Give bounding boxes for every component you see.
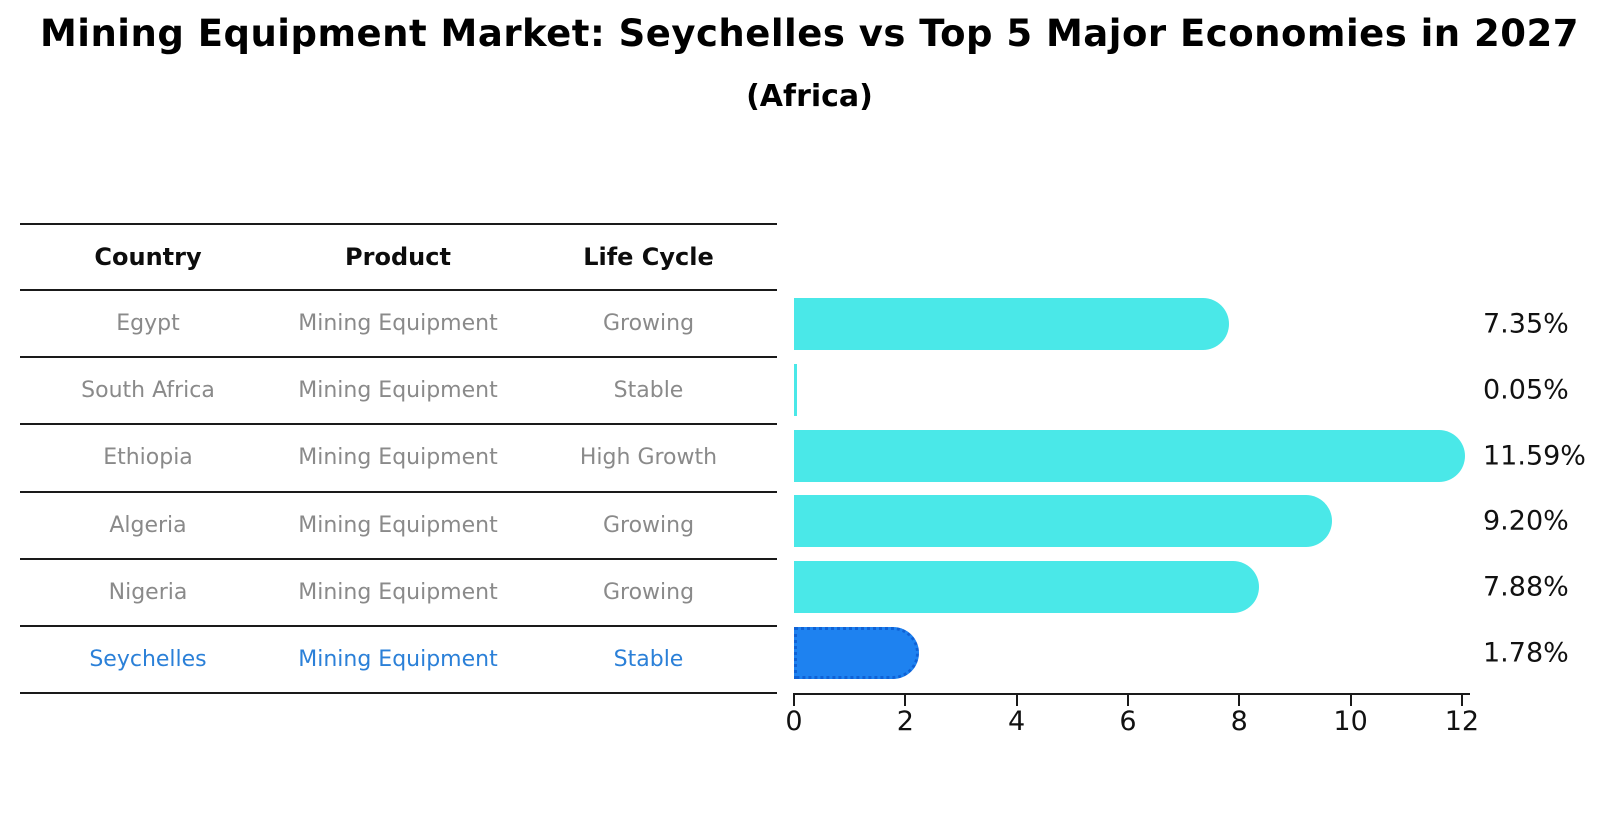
value-label: 7.35% [1483, 308, 1569, 340]
value-label: 0.05% [1483, 374, 1569, 406]
bar-ethiopia [794, 429, 1466, 482]
chart-subtitle: (Africa) [746, 79, 873, 114]
table-row: Egypt Mining Equipment Growing [20, 289, 777, 356]
bar-algeria [794, 495, 1333, 548]
value-label: 1.78% [1483, 637, 1569, 669]
value-label: 11.59% [1483, 440, 1586, 472]
value-label: 9.20% [1483, 505, 1569, 537]
x-axis-tick-label: 6 [1119, 706, 1137, 737]
bar-seychelles [794, 627, 920, 679]
cell-product: Mining Equipment [298, 647, 498, 673]
cell-lifecycle: Stable [613, 378, 684, 404]
cell-country: Algeria [109, 512, 187, 538]
x-axis-tick [1349, 693, 1352, 706]
x-axis-tick [1238, 693, 1241, 706]
x-axis-tick [1015, 693, 1018, 706]
cell-country: South Africa [81, 378, 215, 404]
table-row: South Africa Mining Equipment Stable [20, 356, 777, 423]
bar-egypt [794, 298, 1230, 350]
x-axis-tick [793, 693, 795, 706]
table-row: Seychelles Mining Equipment Stable [20, 624, 777, 692]
x-axis-tick [1460, 693, 1463, 706]
cell-country: Ethiopia [103, 445, 193, 471]
cell-country: Egypt [116, 311, 180, 337]
cell-product: Mining Equipment [298, 512, 498, 538]
x-axis-tick-label: 8 [1230, 706, 1248, 737]
column-header-lifecycle: Life Cycle [583, 243, 714, 271]
x-axis-tick [1126, 693, 1129, 706]
bar-nigeria [794, 561, 1259, 614]
cell-product: Mining Equipment [298, 378, 498, 404]
column-header-product: Product [345, 243, 451, 271]
cell-country: Nigeria [108, 579, 188, 605]
x-axis-tick-label: 0 [785, 706, 803, 737]
cell-lifecycle: Growing [602, 311, 695, 337]
bar-south-africa [794, 363, 797, 416]
x-axis-tick [904, 693, 907, 706]
table-row: Ethiopia Mining Equipment High Growth [20, 423, 777, 490]
cell-lifecycle: High Growth [579, 445, 718, 471]
x-axis-line [794, 693, 1470, 695]
cell-lifecycle: Growing [602, 512, 695, 538]
x-axis-tick-label: 12 [1444, 706, 1480, 737]
table-row: Nigeria Mining Equipment Growing [20, 557, 777, 625]
cell-product: Mining Equipment [298, 579, 498, 605]
cell-lifecycle: Growing [602, 579, 695, 605]
x-axis-tick-label: 4 [1008, 706, 1026, 737]
column-header-country: Country [94, 243, 202, 271]
cell-country: Seychelles [89, 647, 207, 673]
cell-lifecycle: Stable [613, 647, 684, 673]
chart-title: Mining Equipment Market: Seychelles vs T… [39, 12, 1580, 55]
table-row: Algeria Mining Equipment Growing [20, 490, 777, 558]
cell-product: Mining Equipment [298, 311, 498, 337]
cell-product: Mining Equipment [298, 445, 498, 471]
x-axis-tick-label: 2 [896, 706, 914, 737]
x-axis-tick-label: 10 [1333, 706, 1368, 737]
country-table: Country Product Life Cycle Egypt Mining … [20, 223, 777, 695]
value-label: 7.88% [1483, 571, 1569, 603]
table-header-row: Country Product Life Cycle [20, 223, 777, 289]
